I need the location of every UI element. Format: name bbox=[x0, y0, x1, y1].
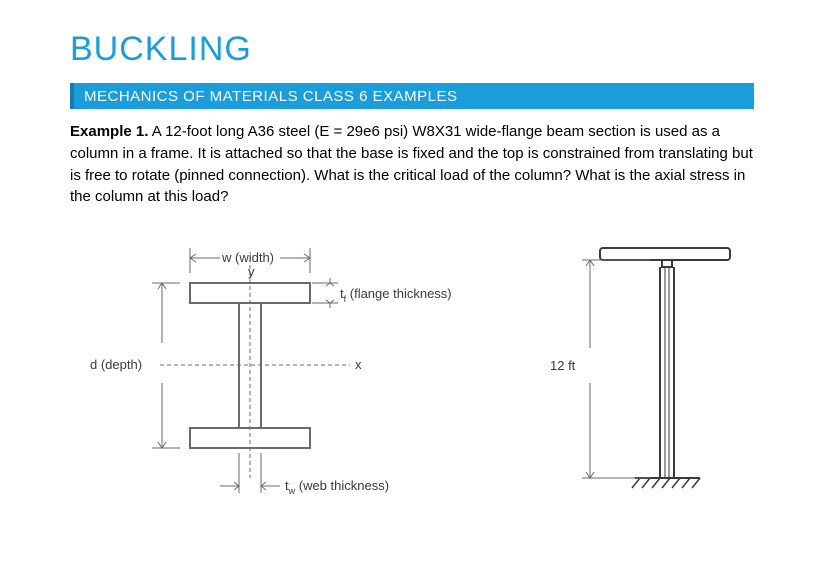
subtitle-bar: MECHANICS OF MATERIALS CLASS 6 EXAMPLES bbox=[70, 83, 754, 109]
figure-row: y x w (width) d (depth) bbox=[70, 228, 754, 518]
depth-label: d (depth) bbox=[90, 357, 142, 372]
page-title: BUCKLING bbox=[70, 30, 754, 69]
web-thickness-label: tw (web thickness) bbox=[285, 478, 389, 496]
section-diagram: y x w (width) d (depth) bbox=[90, 228, 500, 518]
axis-x-label: x bbox=[355, 357, 362, 372]
column-diagram: 12 ft bbox=[530, 228, 760, 518]
height-label: 12 ft bbox=[550, 358, 576, 373]
example-label: Example 1. bbox=[70, 123, 148, 140]
axis-y-label: y bbox=[248, 264, 255, 279]
width-label: w (width) bbox=[221, 250, 274, 265]
example-text: Example 1. A 12-foot long A36 steel (E =… bbox=[70, 121, 754, 208]
flange-thickness-label: tf (flange thickness) bbox=[340, 286, 452, 304]
example-body: A 12-foot long A36 steel (E = 29e6 psi) … bbox=[70, 123, 753, 205]
